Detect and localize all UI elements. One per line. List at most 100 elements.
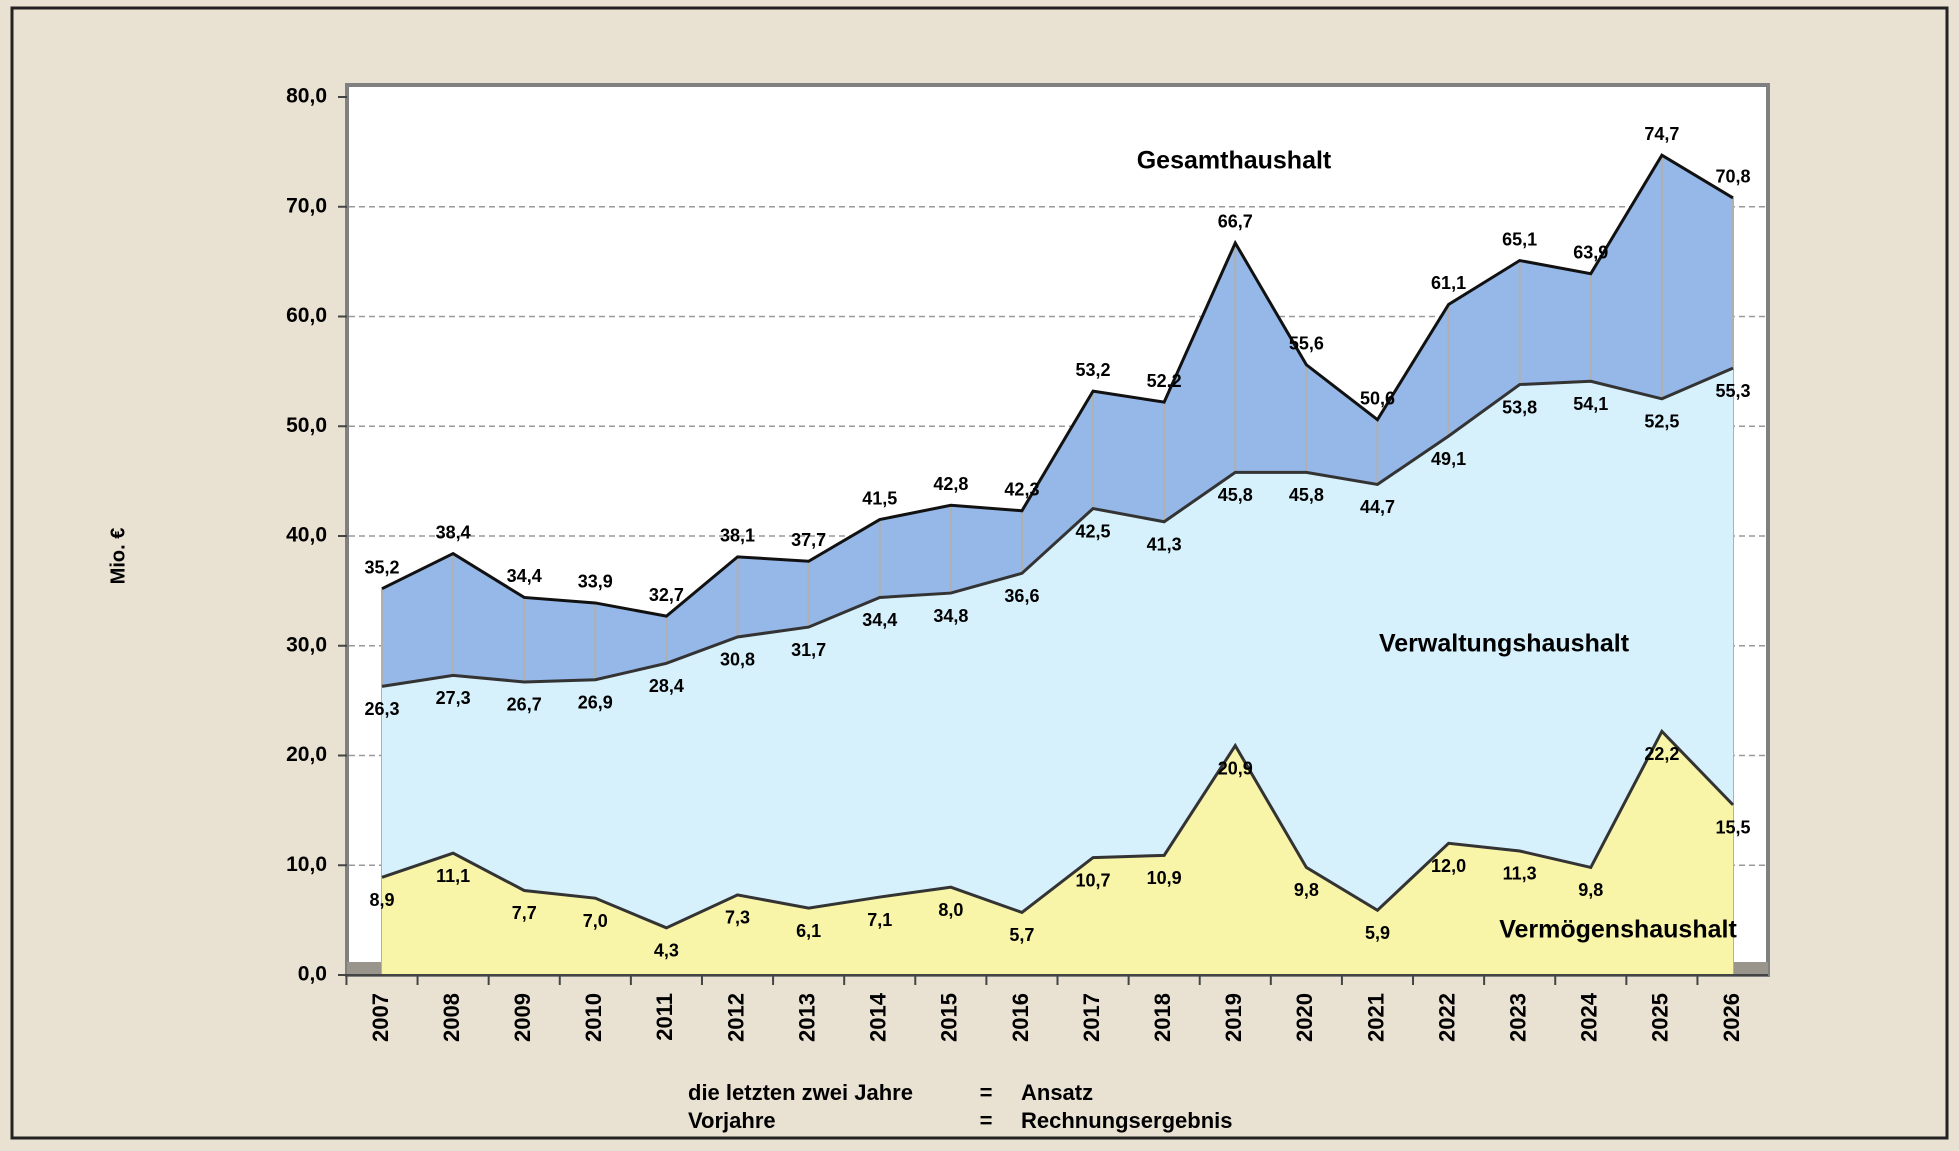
x-tick-label: 2012 <box>723 993 748 1042</box>
data-label: 9,8 <box>1294 880 1319 900</box>
data-label: 45,8 <box>1218 485 1253 505</box>
data-label: 11,1 <box>436 866 470 886</box>
x-tick-label: 2013 <box>794 993 819 1042</box>
note: = <box>980 1080 993 1105</box>
data-label: 20,9 <box>1218 758 1253 778</box>
data-label: 7,7 <box>512 903 537 923</box>
data-label: 34,8 <box>933 606 968 626</box>
data-label: 15,5 <box>1715 818 1750 838</box>
x-tick-label: 2025 <box>1648 993 1673 1042</box>
data-label: 70,8 <box>1715 167 1750 187</box>
data-label: 66,7 <box>1218 212 1253 232</box>
data-label: 26,7 <box>507 695 542 715</box>
data-label: 30,8 <box>720 650 755 670</box>
y-tick-label: 70,0 <box>286 194 327 217</box>
data-label: 28,4 <box>649 676 684 696</box>
x-tick-label: 2015 <box>937 993 962 1042</box>
data-label: 61,1 <box>1431 273 1466 293</box>
y-axis-title: Mio. € <box>107 528 129 585</box>
line <box>381 728 1735 930</box>
data-label: 7,1 <box>867 910 892 930</box>
data-label: 5,9 <box>1365 923 1390 943</box>
data-label: 52,5 <box>1644 412 1679 432</box>
y-tick-label: 50,0 <box>286 414 327 437</box>
area <box>382 368 1733 975</box>
data-label: 42,5 <box>1076 521 1111 541</box>
x-tick-label: 2011 <box>652 993 677 1041</box>
data-label: 7,3 <box>725 908 750 928</box>
line <box>381 366 1734 688</box>
x-tick-label: 2007 <box>368 993 393 1042</box>
data-label: 12,0 <box>1431 856 1466 876</box>
note: die letzten zwei Jahre <box>688 1080 913 1105</box>
x-tick-label: 2009 <box>510 993 535 1042</box>
y-tick-label: 40,0 <box>286 524 327 547</box>
data-label: 26,3 <box>364 699 399 719</box>
x-tick-label: 2017 <box>1079 993 1104 1042</box>
y-tick-label: 20,0 <box>286 743 327 766</box>
data-label: 55,3 <box>1715 381 1750 401</box>
data-label: 38,4 <box>436 522 471 542</box>
series-label: Gesamthaushalt <box>1137 147 1332 175</box>
y-tick-label: 80,0 <box>286 85 327 108</box>
note: Vorjahre <box>688 1108 776 1133</box>
y-tick-label: 0,0 <box>298 963 327 986</box>
data-label: 38,1 <box>720 526 755 546</box>
series-label: Verwaltungshaushalt <box>1379 630 1630 658</box>
frame <box>10 6 1949 1140</box>
note: Rechnungsergebnis <box>1021 1108 1232 1133</box>
data-label: 55,6 <box>1289 334 1324 354</box>
data-label: 34,4 <box>507 566 542 586</box>
data-label: 22,2 <box>1644 744 1679 764</box>
x-tick-label: 2024 <box>1577 992 1602 1042</box>
data-label: 34,4 <box>862 610 897 630</box>
data-label: 37,7 <box>791 530 826 550</box>
series-label: Vermögenshaushalt <box>1499 916 1737 944</box>
data-label: 53,2 <box>1076 360 1111 380</box>
y-tick-label: 30,0 <box>286 633 327 656</box>
data-label: 8,9 <box>369 890 394 910</box>
x-tick-label: 2018 <box>1150 993 1175 1042</box>
x-tick-label: 2016 <box>1008 993 1033 1042</box>
x-tick-label: 2010 <box>581 993 606 1042</box>
data-label: 4,3 <box>654 941 679 961</box>
data-label: 65,1 <box>1502 229 1537 249</box>
x-tick-label: 2019 <box>1221 993 1246 1042</box>
data-label: 54,1 <box>1573 394 1608 414</box>
data-label: 8,0 <box>938 900 963 920</box>
data-label: 42,3 <box>1004 480 1039 500</box>
data-label: 11,3 <box>1503 864 1537 884</box>
data-label: 32,7 <box>649 585 684 605</box>
data-label: 74,7 <box>1644 124 1679 144</box>
area <box>382 731 1733 975</box>
line <box>381 153 1734 618</box>
data-label: 9,8 <box>1578 880 1603 900</box>
data-label: 31,7 <box>791 640 826 660</box>
x-tick-label: 2020 <box>1292 993 1317 1042</box>
data-label: 45,8 <box>1289 485 1324 505</box>
data-label: 41,5 <box>862 488 897 508</box>
data-label: 5,7 <box>1009 925 1034 945</box>
x-tick-label: 2022 <box>1434 993 1459 1042</box>
x-tick-label: 2021 <box>1363 993 1388 1042</box>
x-tick-label: 2014 <box>866 992 891 1042</box>
x-tick-label: 2008 <box>439 993 464 1042</box>
data-label: 33,9 <box>578 572 613 592</box>
x-tick-label: 2026 <box>1719 993 1744 1042</box>
data-label: 35,2 <box>364 557 399 577</box>
data-label: 10,7 <box>1076 870 1111 890</box>
x-tick-label: 2023 <box>1505 993 1530 1042</box>
note: = <box>980 1108 993 1133</box>
y-tick-label: 10,0 <box>286 853 327 876</box>
y-tick-label: 60,0 <box>286 304 327 327</box>
data-label: 63,9 <box>1573 242 1608 262</box>
data-label: 49,1 <box>1431 449 1466 469</box>
data-label: 7,0 <box>583 911 608 931</box>
data-label: 50,6 <box>1360 388 1395 408</box>
data-label: 44,7 <box>1360 497 1395 517</box>
data-label: 52,2 <box>1147 371 1182 391</box>
data-label: 27,3 <box>436 688 471 708</box>
data-label: 10,9 <box>1147 868 1182 888</box>
data-label: 42,8 <box>933 474 968 494</box>
